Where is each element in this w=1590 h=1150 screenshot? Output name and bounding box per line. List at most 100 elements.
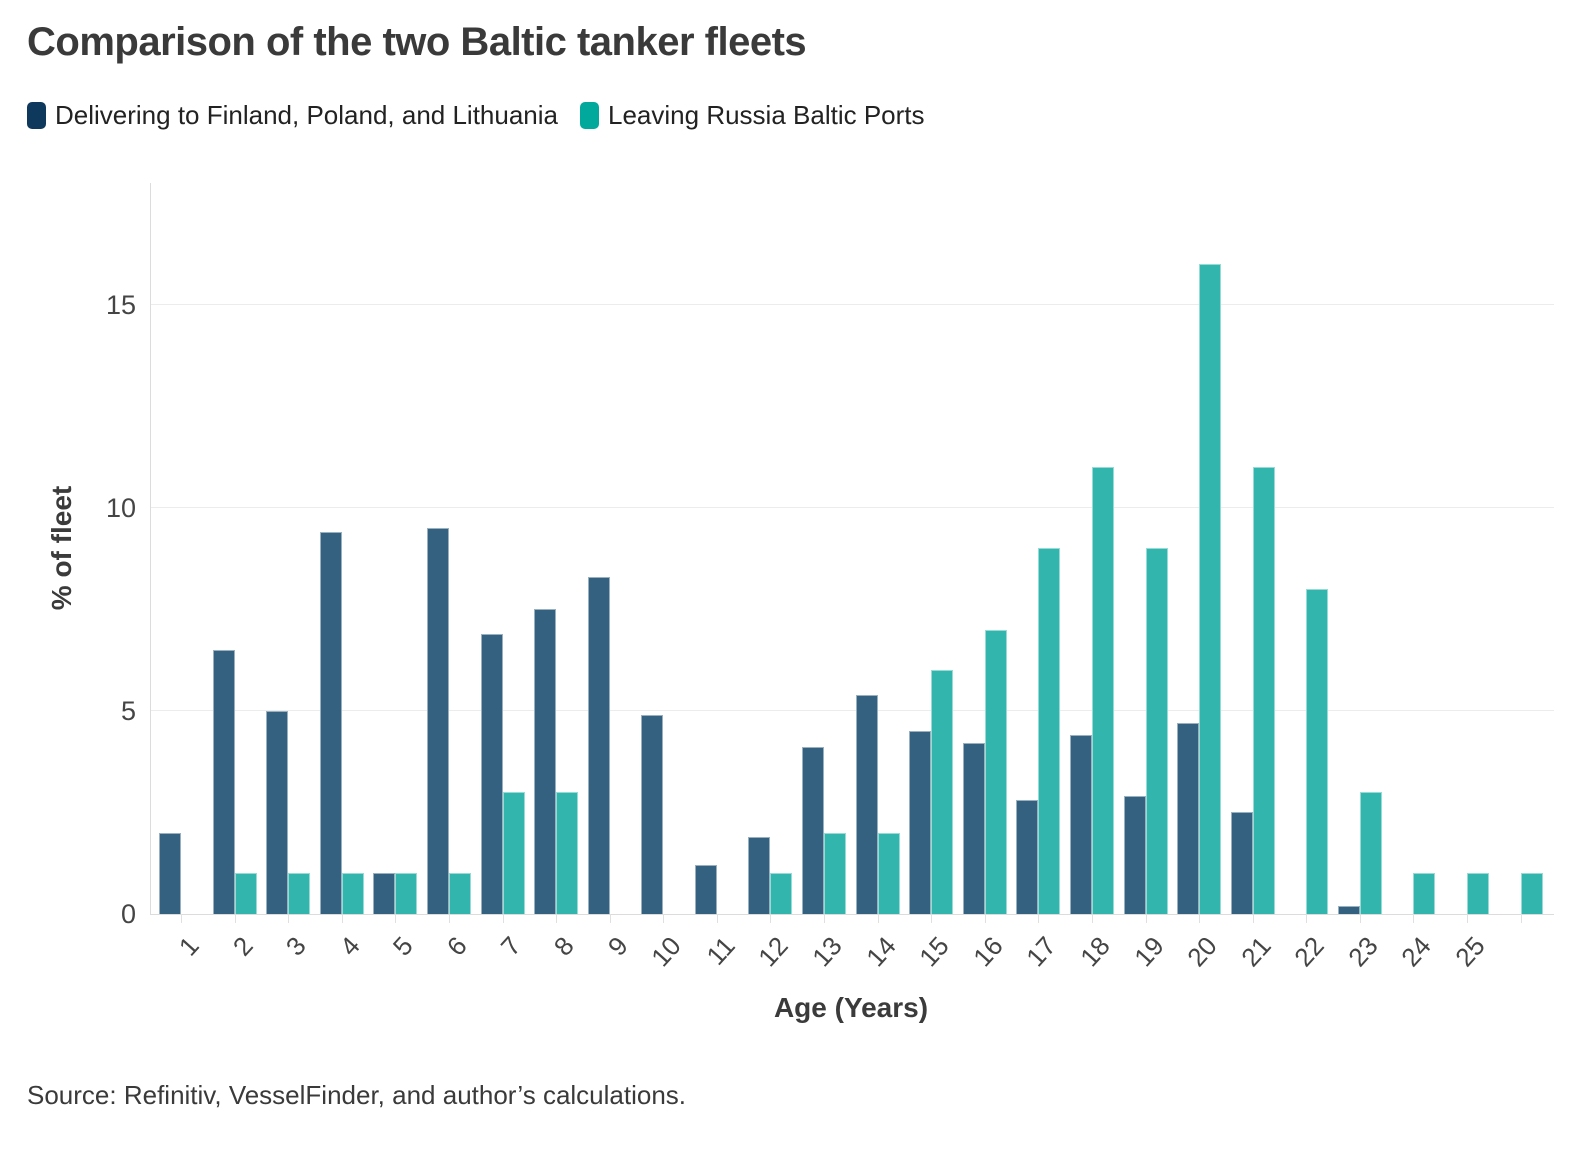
bar-leaving-age-22 [1306, 589, 1329, 914]
bar-delivering-age-16 [962, 743, 985, 914]
x-tick-mark-2 [234, 914, 236, 923]
x-tick-mark-12 [770, 914, 772, 923]
y-axis-title: % of fleet [46, 485, 77, 611]
bar-delivering-age-7 [480, 633, 503, 914]
legend-label-delivering: Delivering to Finland, Poland, and Lithu… [55, 100, 559, 130]
bar-delivering-age-12 [748, 836, 771, 914]
x-tick-label-13: 13 [806, 930, 848, 973]
bar-leaving-age-19 [1145, 548, 1168, 914]
x-tick-mark-4 [341, 914, 343, 923]
x-tick-label-6: 6 [440, 930, 473, 962]
plot-area [150, 183, 1554, 923]
x-tick-label-17: 17 [1020, 930, 1063, 973]
bar-delivering-age-23 [1337, 905, 1360, 914]
x-tick-mark-14 [877, 914, 879, 923]
x-axis-title: Age (Years) [773, 992, 929, 1023]
gridline-5 [151, 709, 1554, 711]
x-tick-label-25: 25 [1449, 930, 1491, 973]
x-tick-label-19: 19 [1127, 930, 1170, 973]
x-tick-mark-3 [288, 914, 290, 923]
x-tick-mark-16 [984, 914, 986, 923]
bar-leaving-age-2 [234, 873, 257, 914]
bar-delivering-age-5 [373, 873, 396, 914]
legend-swatch-leaving [580, 102, 600, 129]
bar-delivering-age-6 [426, 528, 449, 914]
gridline-10 [151, 506, 1554, 508]
x-tick-mark-18 [1091, 914, 1093, 923]
x-tick-label-23: 23 [1342, 930, 1384, 973]
bar-delivering-age-8 [534, 609, 557, 914]
chart-title: Comparison of the two Baltic tanker flee… [27, 20, 807, 64]
x-tick-mark-9 [609, 914, 611, 923]
bar-delivering-age-13 [802, 747, 824, 914]
y-tick-label-5: 5 [120, 695, 136, 726]
bar-delivering-age-19 [1123, 796, 1146, 914]
bar-leaving-age-7 [502, 792, 525, 914]
x-tick-mark-20 [1199, 914, 1201, 923]
bar-leaving-age-3 [288, 873, 311, 914]
x-tick-label-2: 2 [226, 930, 259, 962]
x-tick-label-18: 18 [1074, 930, 1116, 973]
bar-leaving-age-14 [877, 832, 900, 914]
bar-leaving-age-8 [556, 792, 579, 914]
x-tick-mark-15 [931, 914, 933, 923]
x-tick-label-9: 9 [601, 930, 634, 962]
x-tick-label-22: 22 [1288, 930, 1331, 973]
bar-leaving-age-13 [824, 832, 846, 914]
y-tick-label-15: 15 [105, 289, 136, 320]
x-tick-mark-23 [1359, 914, 1361, 923]
bar-leaving-age-23 [1359, 792, 1382, 914]
bar-delivering-age-21 [1230, 812, 1253, 914]
x-tick-mark-7 [502, 914, 504, 923]
bar-delivering-age-4 [319, 532, 342, 914]
gridline-15 [151, 303, 1554, 305]
x-tick-mark-22 [1306, 914, 1308, 923]
bar-delivering-age-11 [694, 865, 717, 914]
x-tick-label-5: 5 [387, 930, 420, 962]
legend-label-leaving: Leaving Russia Baltic Ports [608, 100, 925, 130]
x-tick-mark-10 [663, 914, 665, 923]
bar-leaving-age-15 [931, 670, 954, 914]
legend: Delivering to Finland, Poland, and Lithu… [27, 100, 925, 131]
x-tick-label-24: 24 [1395, 930, 1438, 973]
bar-delivering-age-14 [855, 694, 878, 914]
x-tick-mark-8 [556, 914, 558, 923]
x-tick-label-1: 1 [172, 930, 205, 962]
x-tick-mark-21 [1252, 914, 1254, 923]
bar-leaving-age-12 [770, 873, 793, 914]
bar-delivering-age-1 [159, 832, 181, 914]
bar-leaving-age-6 [448, 873, 471, 914]
x-tick-mark-11 [716, 914, 718, 923]
x-tick-label-14: 14 [859, 930, 902, 973]
legend-swatch-delivering [27, 102, 46, 129]
y-tick-label-10: 10 [105, 492, 136, 523]
x-tick-mark-5 [395, 914, 397, 923]
bar-delivering-age-15 [909, 731, 932, 914]
x-tick-label-16: 16 [966, 930, 1009, 973]
bar-delivering-age-10 [641, 714, 664, 914]
x-tick-label-4: 4 [333, 930, 366, 962]
x-tick-label-3: 3 [279, 930, 312, 962]
x-tick-label-7: 7 [494, 930, 527, 962]
bar-delivering-age-2 [212, 649, 235, 914]
bar-delivering-age-3 [266, 710, 289, 914]
x-tick-label-8: 8 [547, 930, 580, 962]
x-tick-mark-26 [1520, 914, 1522, 923]
bar-leaving-age-24 [1413, 873, 1436, 914]
x-tick-mark-17 [1038, 914, 1040, 923]
bar-leaving-age-17 [1038, 548, 1061, 914]
bar-leaving-age-18 [1091, 467, 1114, 914]
x-tick-mark-24 [1413, 914, 1415, 923]
x-tick-label-11: 11 [700, 930, 741, 971]
x-tick-label-20: 20 [1181, 930, 1223, 973]
bar-leaving-age-21 [1252, 467, 1275, 914]
bar-leaving-age-26 [1520, 873, 1543, 914]
bar-delivering-age-18 [1069, 735, 1092, 914]
legend-item-delivering: Delivering to Finland, Poland, and Lithu… [27, 100, 558, 131]
bar-leaving-age-4 [341, 873, 364, 914]
bar-leaving-age-20 [1199, 264, 1222, 914]
bar-delivering-age-9 [587, 576, 610, 914]
bar-leaving-age-16 [984, 629, 1007, 914]
x-tick-mark-19 [1145, 914, 1147, 923]
